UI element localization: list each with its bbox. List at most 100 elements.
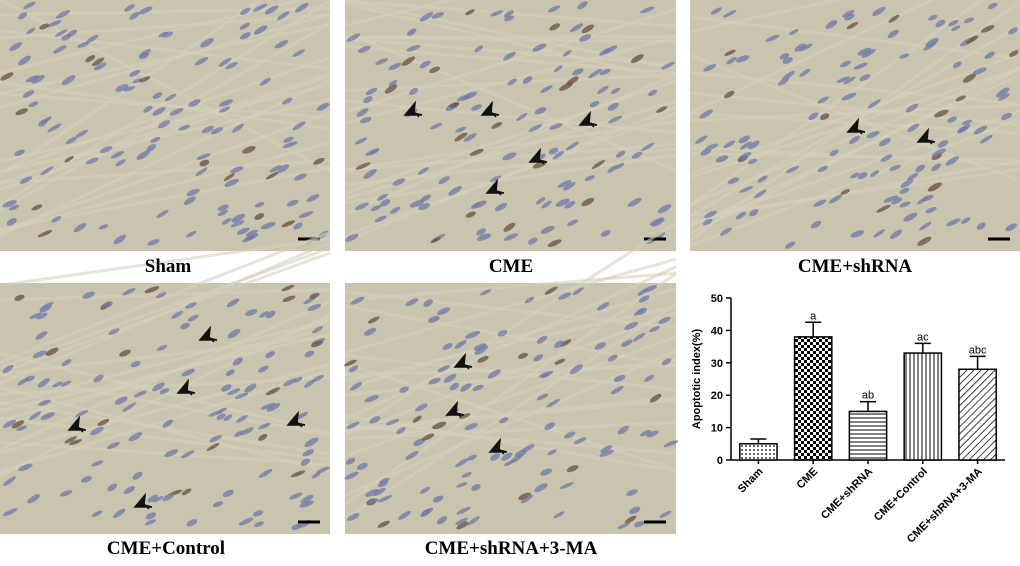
nucleus xyxy=(429,66,441,73)
nucleus xyxy=(907,173,919,181)
nucleus xyxy=(304,437,319,448)
fiber xyxy=(0,22,331,95)
nucleus xyxy=(607,102,619,111)
fiber xyxy=(344,45,677,75)
nucleus xyxy=(454,132,468,142)
nucleus xyxy=(259,311,269,318)
nucleus xyxy=(555,198,570,207)
nucleus xyxy=(38,399,52,406)
nucleus xyxy=(494,202,508,212)
fiber xyxy=(344,0,457,27)
nucleus xyxy=(199,159,210,167)
nucleus xyxy=(37,378,50,388)
nucleus xyxy=(123,85,136,92)
nucleus xyxy=(548,147,559,155)
fiber xyxy=(689,0,843,34)
nucleus xyxy=(221,384,232,392)
nucleus xyxy=(98,224,109,230)
nucleus xyxy=(591,159,606,169)
nucleus xyxy=(638,295,650,303)
nucleus xyxy=(244,383,257,393)
nucleus xyxy=(269,165,282,173)
nucleus xyxy=(3,476,16,487)
fiber xyxy=(689,91,1020,127)
nucleus xyxy=(358,45,371,53)
nucleus xyxy=(282,295,296,302)
nucleus xyxy=(973,125,988,135)
nucleus xyxy=(503,10,514,18)
nucleus xyxy=(405,298,419,307)
nucleus xyxy=(2,365,14,374)
nucleus xyxy=(209,434,222,443)
nucleus xyxy=(634,521,645,528)
nucleus xyxy=(19,176,33,184)
nucleus xyxy=(200,38,214,48)
nucleus xyxy=(346,513,360,521)
nucleus xyxy=(842,9,855,18)
nucleus xyxy=(294,173,307,181)
nucleus xyxy=(194,56,209,66)
nucleus xyxy=(547,239,562,247)
nucleus xyxy=(552,150,565,160)
micrograph xyxy=(345,283,676,534)
nucleus xyxy=(223,414,233,422)
nucleus xyxy=(181,488,192,496)
nucleus xyxy=(876,204,891,213)
nucleus xyxy=(258,469,273,478)
nucleus xyxy=(138,76,151,83)
fiber xyxy=(689,15,1020,60)
nucleus xyxy=(726,56,737,65)
arrow xyxy=(480,100,500,118)
nucleus xyxy=(846,22,859,30)
nucleus xyxy=(600,445,613,453)
nucleus xyxy=(346,421,360,429)
nucleus xyxy=(820,113,830,120)
fiber xyxy=(0,375,331,396)
fiber xyxy=(344,35,677,125)
nucleus xyxy=(594,342,606,350)
nucleus xyxy=(532,43,547,52)
nucleus xyxy=(144,286,160,294)
nucleus xyxy=(18,55,31,66)
nucleus xyxy=(225,369,235,377)
nucleus xyxy=(465,9,475,16)
nucleus xyxy=(122,402,136,412)
nucleus xyxy=(888,14,900,23)
nucleus xyxy=(396,427,406,435)
nucleus xyxy=(46,20,62,28)
nucleus xyxy=(782,57,793,64)
nucleus xyxy=(727,177,740,184)
nucleus xyxy=(419,12,434,22)
nucleus xyxy=(933,109,949,118)
significance-label: abc xyxy=(969,344,987,356)
nucleus xyxy=(504,15,514,22)
nucleus xyxy=(421,508,431,517)
nucleus xyxy=(632,332,646,342)
nucleus xyxy=(151,382,165,392)
nucleus xyxy=(474,345,489,355)
arrow xyxy=(528,147,548,165)
nucleus xyxy=(82,291,96,299)
nucleus xyxy=(344,471,359,480)
fiber xyxy=(344,396,677,431)
nucleus xyxy=(158,120,171,129)
nucleus xyxy=(307,304,322,312)
nucleus xyxy=(14,149,25,157)
nucleus xyxy=(789,29,799,35)
nucleus xyxy=(218,57,232,67)
nucleus xyxy=(178,124,191,131)
nucleus xyxy=(216,413,226,420)
nucleus xyxy=(187,314,199,322)
nucleus xyxy=(579,34,592,42)
nucleus xyxy=(32,350,47,359)
nucleus xyxy=(449,102,460,108)
fiber xyxy=(0,141,331,233)
nucleus xyxy=(503,51,516,61)
nucleus xyxy=(581,24,595,34)
nucleus xyxy=(147,494,158,503)
nucleus xyxy=(889,229,903,239)
nucleus xyxy=(288,492,303,500)
nucleus xyxy=(567,219,578,226)
nucleus xyxy=(597,85,609,94)
nucleus xyxy=(976,222,986,230)
